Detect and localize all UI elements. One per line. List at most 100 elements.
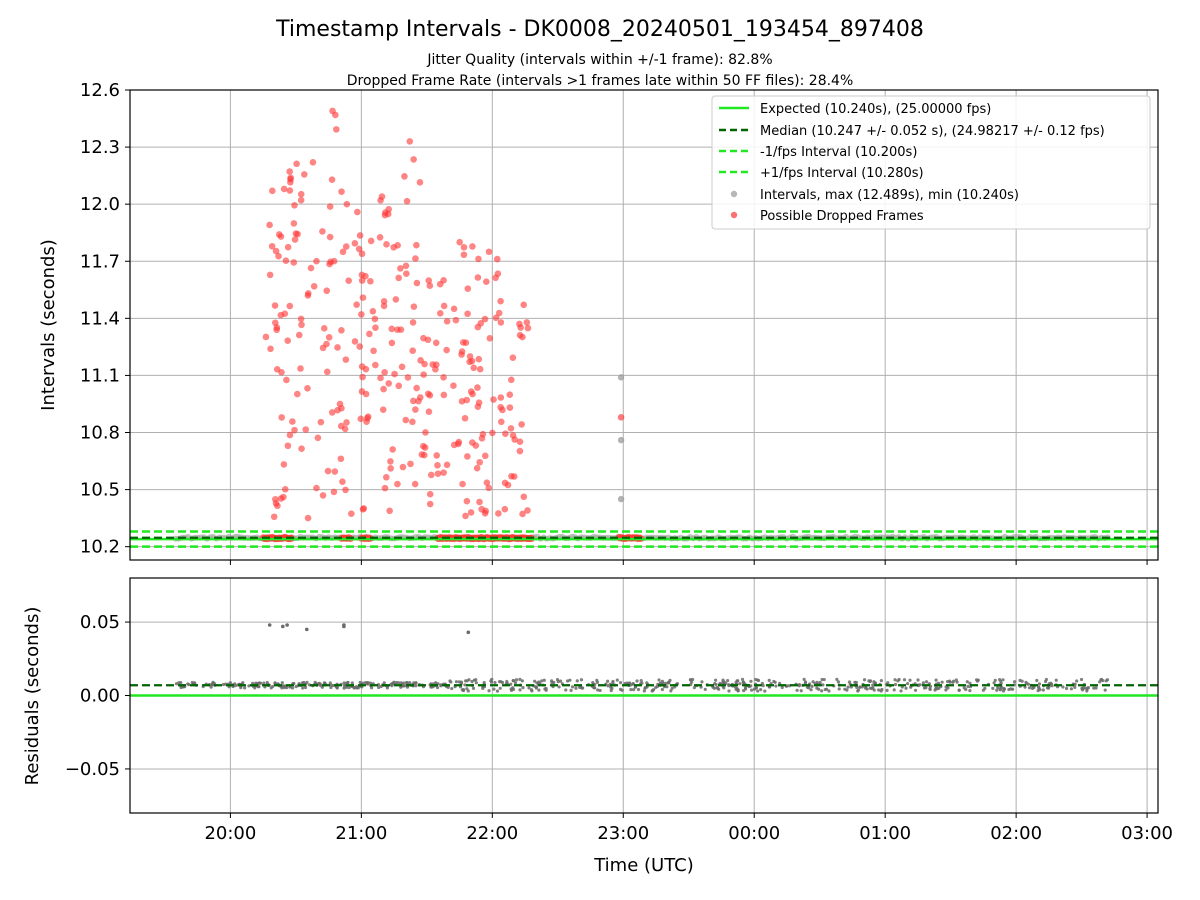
dropped-frame-point <box>323 340 330 348</box>
dropped-frame-point <box>328 176 336 184</box>
residual-point <box>564 688 568 692</box>
dropped-frame-point <box>458 348 466 355</box>
dropped-frame-point <box>310 282 318 290</box>
residual-point <box>721 678 725 682</box>
dropped-frame-point <box>334 344 341 351</box>
dropped-frame-point <box>499 406 506 414</box>
dropped-frame-point <box>304 292 312 299</box>
dropped-frame-point <box>304 514 312 522</box>
dropped-frame-point <box>389 446 396 453</box>
residual-point <box>472 678 476 682</box>
residual-point <box>734 687 738 691</box>
x-tick-label: 21:00 <box>335 823 387 844</box>
dropped-frame-point <box>472 442 480 449</box>
residual-point <box>1032 685 1036 690</box>
residual-point <box>726 679 730 683</box>
dropped-frame-point <box>286 187 294 194</box>
residual-point <box>645 681 649 685</box>
residual-point <box>936 681 941 685</box>
residuals-y-ticks: 0.05 0.00 −0.05 <box>65 612 130 780</box>
residual-point <box>908 678 912 682</box>
residual-point <box>700 680 704 684</box>
residual-point <box>837 687 841 691</box>
residual-point <box>968 688 972 693</box>
dropped-frame-point <box>516 447 524 455</box>
dropped-frame-point <box>282 257 290 265</box>
residual-point <box>521 686 525 690</box>
dropped-frame-point <box>463 396 470 404</box>
dropped-frame-point <box>339 248 347 256</box>
residual-point <box>537 680 541 684</box>
dropped-frame-point <box>413 279 421 287</box>
dropped-frame-point <box>479 430 487 438</box>
dropped-frame-point <box>337 455 345 463</box>
residual-point <box>639 678 643 683</box>
residual-point <box>966 684 970 689</box>
residual-point <box>870 686 874 691</box>
dropped-frame-point <box>289 418 296 425</box>
residual-point <box>847 680 852 684</box>
dropped-frame-point <box>410 156 417 163</box>
residual-point <box>257 685 261 689</box>
dropped-frame-point <box>464 453 471 460</box>
residual-point <box>1049 681 1053 685</box>
residual-point <box>611 681 615 685</box>
dropped-frame-point <box>450 382 457 389</box>
dropped-frame-point <box>319 492 327 499</box>
residual-point <box>396 681 400 685</box>
dropped-frame-point <box>429 361 437 368</box>
dropped-frame-point <box>341 425 349 433</box>
dropped-frame-point <box>459 339 467 346</box>
residual-point <box>924 680 929 684</box>
intervals-reference-lines <box>130 530 1158 548</box>
dropped-frame-point <box>353 301 360 308</box>
residual-point <box>450 686 454 691</box>
legend-minus-fps-label: -1/fps Interval (10.200s) <box>760 145 917 160</box>
dropped-frame-point <box>412 255 419 262</box>
dropped-frame-point <box>507 376 515 384</box>
intervals-y-tick-label: 11.7 <box>80 251 120 272</box>
residual-point <box>301 686 305 690</box>
dropped-frame-point <box>492 314 500 322</box>
dropped-frame-point <box>356 343 364 350</box>
residual-point <box>867 679 871 683</box>
residual-point <box>1041 688 1045 692</box>
dropped-frame-point <box>268 242 276 250</box>
dropped-frame-point <box>326 203 334 210</box>
residual-point <box>1073 685 1077 689</box>
residuals-y-tick-label: 0.05 <box>80 612 120 633</box>
dropped-frame-point <box>440 469 447 476</box>
dropped-frame-point <box>342 243 350 250</box>
dropped-frame-point <box>330 257 338 265</box>
dropped-frame-point <box>294 390 301 398</box>
x-tick-label: 22:00 <box>466 823 518 844</box>
residual-point <box>1023 685 1027 689</box>
dropped-frame-point <box>338 327 345 334</box>
residual-point <box>1038 688 1042 692</box>
residual-point <box>1103 688 1107 692</box>
dropped-frame-point <box>387 458 394 465</box>
dropped-frame-point <box>359 373 366 381</box>
dropped-frame-point <box>411 480 419 488</box>
dropped-frame-point <box>381 369 388 376</box>
residual-point <box>946 686 950 690</box>
residual-point <box>243 686 247 690</box>
dropped-frame-point <box>367 277 374 285</box>
residual-point <box>772 679 776 684</box>
residual-point <box>368 681 373 685</box>
dropped-frame-point <box>275 252 282 260</box>
residual-point <box>253 681 258 685</box>
residual-point <box>247 684 251 688</box>
dropped-frame-point <box>325 334 333 341</box>
dropped-frame-point <box>501 505 509 513</box>
residual-point <box>835 677 839 681</box>
dropped-frame-point <box>417 357 424 364</box>
dropped-frame-point <box>392 296 400 303</box>
dropped-frame-point <box>319 228 326 235</box>
residual-point <box>660 687 664 692</box>
interval-point <box>617 495 625 503</box>
residual-point <box>749 679 753 683</box>
dropped-frame-point <box>402 416 410 424</box>
residual-point <box>692 685 696 690</box>
residual-point <box>965 680 969 684</box>
